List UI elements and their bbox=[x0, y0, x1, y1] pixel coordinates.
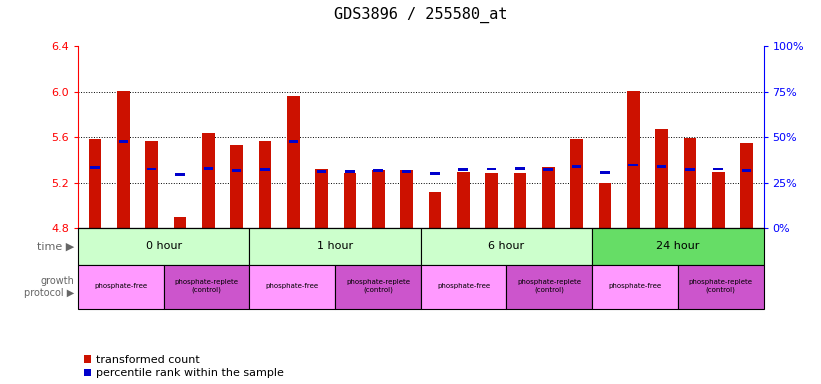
Text: GDS3896 / 255580_at: GDS3896 / 255580_at bbox=[334, 7, 507, 23]
Bar bbox=[429, 192, 442, 228]
Bar bbox=[374, 169, 383, 172]
Bar bbox=[515, 167, 525, 170]
Bar bbox=[335, 265, 421, 309]
Bar bbox=[173, 217, 186, 228]
Bar bbox=[317, 170, 327, 173]
Bar bbox=[627, 91, 640, 228]
Bar bbox=[232, 169, 241, 172]
Bar bbox=[685, 168, 695, 171]
Bar bbox=[343, 173, 356, 228]
Bar bbox=[542, 167, 555, 228]
Bar bbox=[345, 170, 355, 173]
Bar bbox=[712, 172, 725, 228]
Bar bbox=[401, 170, 411, 173]
Bar bbox=[684, 138, 696, 228]
Bar bbox=[592, 265, 678, 309]
Text: phosphate-replete
(control): phosphate-replete (control) bbox=[517, 279, 581, 293]
Bar bbox=[544, 168, 553, 171]
Bar bbox=[288, 140, 298, 142]
Text: phosphate-free: phosphate-free bbox=[437, 283, 490, 289]
Bar bbox=[599, 183, 612, 228]
Bar bbox=[250, 265, 335, 309]
Text: 24 hour: 24 hour bbox=[656, 242, 699, 252]
Bar bbox=[372, 170, 385, 228]
Bar bbox=[78, 228, 250, 265]
Bar bbox=[741, 143, 753, 228]
Bar bbox=[147, 167, 157, 170]
Bar bbox=[655, 129, 668, 228]
Bar bbox=[175, 173, 185, 175]
Text: phosphate-free: phosphate-free bbox=[608, 283, 662, 289]
Bar bbox=[571, 165, 581, 167]
Bar bbox=[204, 167, 213, 170]
Bar bbox=[400, 170, 413, 228]
Bar bbox=[430, 172, 440, 175]
Bar bbox=[507, 265, 592, 309]
Bar bbox=[514, 173, 526, 228]
Bar bbox=[78, 265, 163, 309]
Bar bbox=[592, 228, 764, 265]
Bar bbox=[145, 141, 158, 228]
Bar bbox=[628, 164, 638, 166]
Text: 1 hour: 1 hour bbox=[317, 242, 353, 252]
Bar bbox=[456, 172, 470, 228]
Bar bbox=[571, 139, 583, 228]
Bar bbox=[250, 228, 421, 265]
Bar bbox=[118, 140, 128, 142]
Bar bbox=[259, 141, 271, 228]
Text: time ▶: time ▶ bbox=[37, 242, 74, 252]
Bar bbox=[678, 265, 764, 309]
Text: phosphate-replete
(control): phosphate-replete (control) bbox=[689, 279, 753, 293]
Text: phosphate-free: phosphate-free bbox=[266, 283, 319, 289]
Bar bbox=[90, 166, 100, 169]
Bar bbox=[421, 228, 592, 265]
Bar bbox=[260, 168, 270, 171]
Text: 6 hour: 6 hour bbox=[488, 242, 525, 252]
Text: phosphate-replete
(control): phosphate-replete (control) bbox=[175, 279, 239, 293]
Legend: transformed count, percentile rank within the sample: transformed count, percentile rank withi… bbox=[84, 355, 283, 379]
Text: phosphate-replete
(control): phosphate-replete (control) bbox=[346, 279, 410, 293]
Bar bbox=[315, 169, 328, 228]
Bar bbox=[421, 265, 507, 309]
Text: phosphate-free: phosphate-free bbox=[94, 283, 148, 289]
Bar bbox=[485, 173, 498, 228]
Text: growth
protocol ▶: growth protocol ▶ bbox=[24, 276, 74, 298]
Bar bbox=[713, 167, 723, 170]
Bar bbox=[287, 96, 300, 228]
Bar bbox=[89, 139, 101, 228]
Bar bbox=[117, 91, 130, 228]
Bar bbox=[202, 132, 214, 228]
Text: 0 hour: 0 hour bbox=[145, 242, 181, 252]
Bar bbox=[163, 265, 250, 309]
Bar bbox=[741, 169, 751, 172]
Bar bbox=[458, 168, 468, 171]
Bar bbox=[487, 167, 497, 170]
Bar bbox=[230, 144, 243, 228]
Bar bbox=[600, 171, 610, 174]
Bar bbox=[657, 165, 667, 167]
